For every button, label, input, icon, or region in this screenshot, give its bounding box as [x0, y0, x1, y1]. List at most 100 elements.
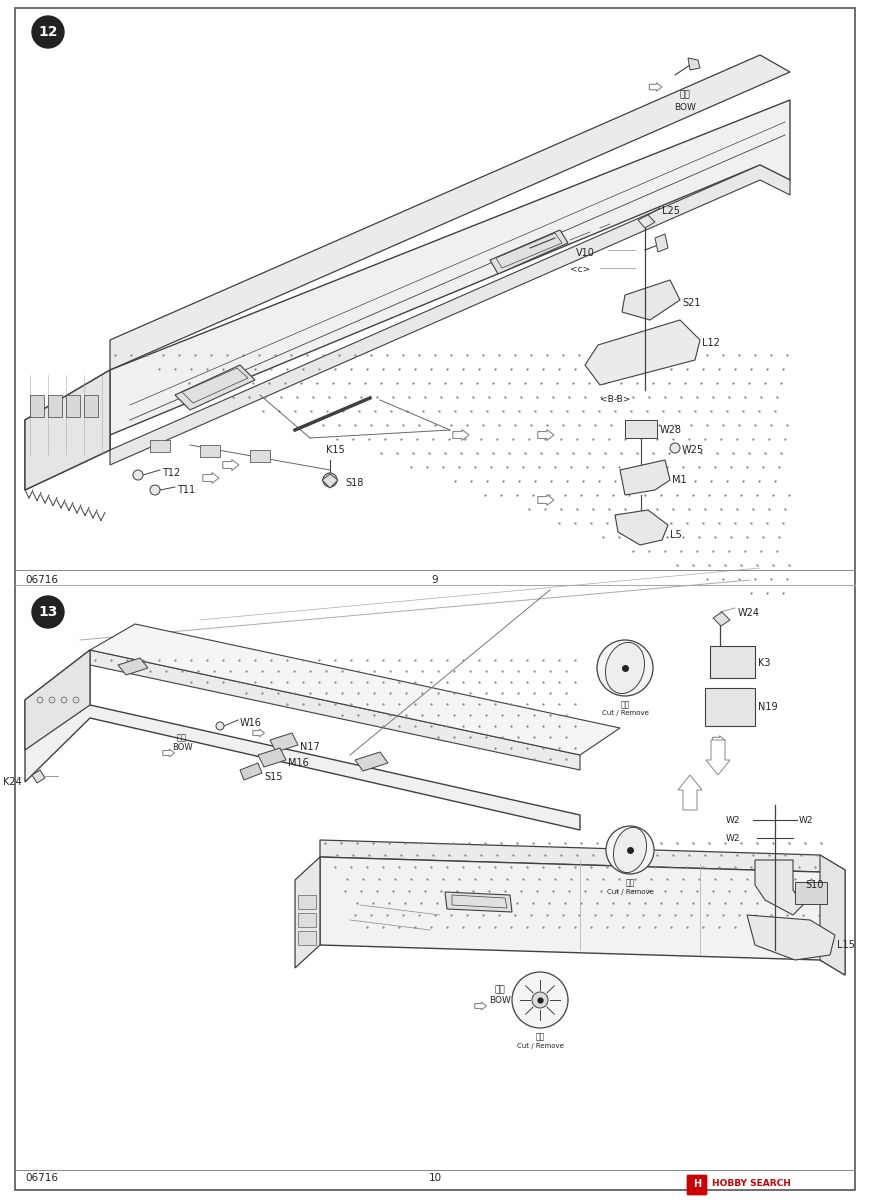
Text: Cut / Remove: Cut / Remove: [600, 710, 647, 716]
Text: BOW: BOW: [673, 102, 695, 112]
Text: W24: W24: [737, 608, 760, 618]
Ellipse shape: [613, 828, 646, 872]
Polygon shape: [175, 365, 255, 410]
Circle shape: [512, 972, 567, 1028]
Text: W25: W25: [681, 445, 703, 455]
Text: <B-B>: <B-B>: [599, 395, 629, 404]
Text: 06716: 06716: [25, 1174, 58, 1183]
Polygon shape: [320, 857, 844, 974]
Polygon shape: [90, 624, 620, 755]
Polygon shape: [25, 650, 580, 830]
Polygon shape: [109, 164, 789, 464]
Polygon shape: [109, 55, 789, 370]
Bar: [84, 395, 98, 416]
Bar: [66, 395, 80, 416]
Text: S18: S18: [345, 478, 363, 488]
Polygon shape: [489, 230, 567, 274]
Text: Cut / Remove: Cut / Remove: [606, 889, 653, 895]
Text: K15: K15: [325, 445, 344, 455]
Text: 切除: 切除: [620, 700, 629, 709]
Text: M16: M16: [288, 758, 308, 768]
Text: L15: L15: [836, 940, 854, 950]
Text: 13: 13: [38, 605, 57, 619]
Circle shape: [531, 992, 547, 1008]
Polygon shape: [258, 748, 286, 767]
Text: W2: W2: [725, 816, 740, 826]
Text: <c>: <c>: [569, 265, 589, 274]
Text: 艦首: 艦首: [176, 733, 187, 742]
Bar: [794, 882, 826, 904]
Polygon shape: [754, 860, 802, 914]
Text: T11: T11: [176, 485, 195, 494]
Polygon shape: [25, 650, 90, 750]
Polygon shape: [677, 775, 701, 810]
Circle shape: [61, 697, 67, 703]
Polygon shape: [109, 100, 789, 450]
Polygon shape: [654, 234, 667, 252]
Polygon shape: [746, 914, 834, 960]
Circle shape: [49, 697, 55, 703]
Polygon shape: [32, 770, 45, 782]
Polygon shape: [295, 857, 320, 968]
Polygon shape: [118, 658, 148, 674]
Circle shape: [73, 697, 79, 703]
Polygon shape: [25, 370, 109, 490]
Text: H: H: [692, 1178, 700, 1189]
Text: 12: 12: [38, 25, 57, 38]
Polygon shape: [269, 733, 298, 752]
Text: 切除: 切除: [534, 1032, 544, 1040]
Text: V10: V10: [575, 248, 594, 258]
Circle shape: [596, 640, 653, 696]
Bar: [704, 688, 754, 726]
Bar: [200, 445, 220, 457]
Polygon shape: [637, 215, 654, 228]
Circle shape: [32, 16, 64, 48]
Circle shape: [149, 485, 160, 494]
Bar: [709, 646, 754, 678]
Polygon shape: [705, 740, 729, 775]
Polygon shape: [713, 612, 729, 626]
Circle shape: [216, 722, 223, 730]
Text: BOW: BOW: [488, 996, 510, 1006]
Bar: [298, 895, 315, 910]
Text: W2: W2: [798, 816, 813, 826]
Text: 艦首: 艦首: [679, 90, 690, 100]
Text: 艦首: 艦首: [494, 985, 505, 994]
Text: 9: 9: [431, 575, 438, 584]
Text: S15: S15: [263, 772, 282, 782]
Text: W16: W16: [240, 718, 262, 728]
Text: K3: K3: [757, 658, 770, 668]
Circle shape: [133, 470, 143, 480]
Text: 切除: 切除: [625, 878, 634, 887]
Text: W2: W2: [725, 834, 740, 842]
Polygon shape: [90, 650, 580, 770]
Polygon shape: [687, 58, 700, 70]
Text: M1: M1: [671, 475, 686, 485]
Text: L5: L5: [669, 530, 681, 540]
Polygon shape: [240, 763, 262, 780]
Polygon shape: [474, 1002, 486, 1010]
Bar: [298, 931, 315, 946]
Bar: [249, 450, 269, 462]
Circle shape: [322, 473, 336, 487]
Text: S10: S10: [804, 880, 822, 890]
Polygon shape: [621, 280, 680, 320]
Polygon shape: [25, 370, 109, 490]
Circle shape: [669, 443, 680, 452]
FancyBboxPatch shape: [687, 1175, 706, 1195]
Text: K24: K24: [3, 778, 22, 787]
Polygon shape: [819, 854, 844, 974]
Polygon shape: [444, 892, 512, 912]
Polygon shape: [320, 840, 844, 886]
Circle shape: [606, 826, 653, 874]
Polygon shape: [648, 83, 661, 91]
Text: W28: W28: [660, 425, 681, 434]
Polygon shape: [202, 473, 219, 484]
Polygon shape: [253, 730, 264, 737]
Polygon shape: [355, 752, 388, 770]
Polygon shape: [222, 460, 239, 470]
Polygon shape: [584, 320, 700, 385]
Ellipse shape: [605, 642, 644, 694]
Polygon shape: [163, 749, 175, 757]
Text: N19: N19: [757, 702, 777, 712]
